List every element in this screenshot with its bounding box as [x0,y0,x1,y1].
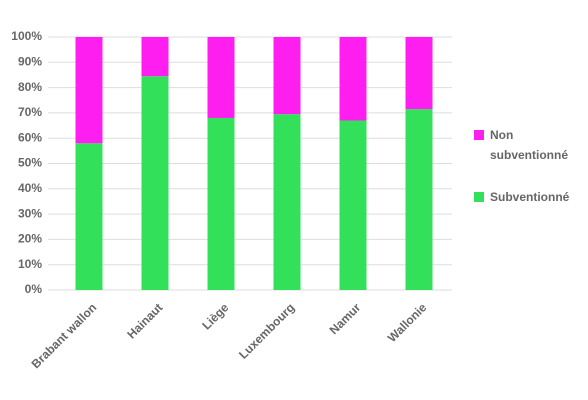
y-tick-label: 30% [18,206,42,220]
bar-segment [405,109,433,290]
bar-segment [405,37,433,110]
y-tick-label: 40% [18,181,42,195]
x-tick-label: Wallonie [385,300,430,345]
bar-segment [207,37,235,118]
bar-segment [141,76,169,290]
bar-segment [339,37,367,121]
y-tick-label: 70% [18,105,42,119]
legend-label: Non subventionné [490,128,569,162]
y-tick-label: 0% [25,282,43,296]
bar-segment [75,37,103,144]
legend-swatch [474,192,484,202]
y-tick-label: 90% [18,54,42,68]
bar-segment [273,37,301,115]
legend-item: Non subventionné [474,125,584,165]
legend-label: Subventionné [490,190,570,204]
x-tick-label: Namur [327,300,364,337]
y-tick-label: 50% [18,156,42,170]
legend-item: Subventionné [474,187,584,207]
y-tick-label: 100% [11,29,42,43]
y-tick-label: 60% [18,130,42,144]
y-tick-label: 10% [18,257,42,271]
x-tick-label: Hainaut [124,300,165,341]
y-tick-label: 20% [18,232,42,246]
bar-segment [141,37,169,77]
bar-segment [273,114,301,290]
bar-segment [339,120,367,291]
legend-swatch [474,130,484,140]
bar-segment [207,117,235,291]
x-tick-label: Liège [199,300,231,332]
bar-segment [75,143,103,290]
x-tick-label: Brabant wallon [29,300,100,371]
y-tick-label: 80% [18,80,42,94]
x-tick-label: Luxembourg [236,300,297,361]
